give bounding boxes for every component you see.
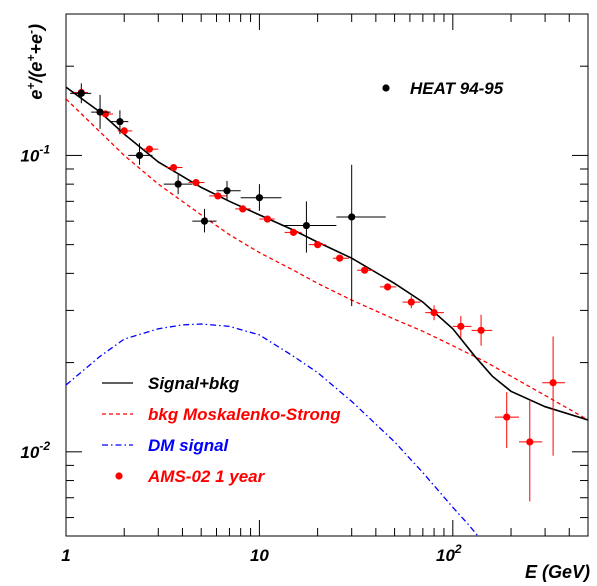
legend-entry: AMS-02 1 year — [115, 467, 266, 486]
x-tick-label: 1 — [61, 546, 70, 565]
data-point-heat-94-95 — [163, 174, 193, 195]
data-point-heat-94-95 — [336, 164, 386, 307]
legend-label: Signal+bkg — [148, 374, 240, 393]
data-point-heat-94-95 — [281, 201, 337, 253]
data-point-ams-02-1-year — [494, 392, 520, 449]
data-point-ams-02-1-year — [471, 314, 493, 346]
data-point-heat-94-95 — [128, 143, 153, 165]
data-point-ams-02-1-year — [452, 316, 472, 338]
y-tick-label: 10-1 — [20, 142, 50, 165]
legend-entry: bkg Moskalenko-Strong — [102, 405, 341, 424]
data-point-heat-94-95 — [70, 83, 92, 104]
data-point-heat-94-95 — [216, 180, 241, 200]
legend-label: AMS-02 1 year — [147, 467, 266, 486]
legend: Signal+bkg bkg Moskalenko-Strong DM signal… — [102, 374, 341, 486]
data-point-ams-02-1-year — [259, 215, 275, 223]
heat-legend-marker — [382, 84, 390, 92]
y-axis-title: e+/(e++e-) — [24, 24, 46, 100]
x-tick-label: 102 — [436, 542, 462, 565]
data-point-ams-02-1-year — [235, 205, 251, 213]
legend-entry: Signal+bkg — [102, 374, 240, 393]
y-tick-label: 10-2 — [20, 439, 50, 462]
data-point-ams-02-1-year — [402, 296, 421, 309]
data-point-ams-02-1-year — [308, 241, 326, 249]
data-point-ams-02-1-year — [542, 336, 565, 456]
legend-entry: DM signal — [102, 436, 230, 455]
data-point-ams-02-1-year — [209, 192, 228, 200]
data-point-ams-02-1-year — [519, 399, 543, 502]
data-point-heat-94-95 — [110, 110, 129, 135]
data-point-heat-94-95 — [240, 184, 282, 211]
data-point-ams-02-1-year — [284, 228, 302, 236]
tick-labels: 1 10 102 10-2 10-1 — [20, 142, 462, 565]
series-line-dm-signal — [66, 323, 479, 536]
data-point-ams-02-1-year — [379, 283, 397, 291]
x-tick-label: 10 — [250, 546, 269, 565]
legend-label: DM signal — [148, 436, 230, 455]
series-layer — [66, 83, 588, 536]
heat-legend-label: HEAT 94-95 — [410, 79, 504, 98]
data-point-ams-02-1-year — [357, 266, 374, 274]
data-point-heat-94-95 — [91, 94, 111, 129]
data-point-ams-02-1-year — [425, 305, 444, 321]
axis-ticks — [65, 14, 589, 536]
data-point-ams-02-1-year — [332, 254, 349, 262]
legend-label: bkg Moskalenko-Strong — [148, 405, 341, 424]
series-line-signal-bkg — [66, 86, 588, 421]
data-point-ams-02-1-year — [142, 145, 159, 153]
plot-area — [65, 13, 589, 537]
data-point-ams-02-1-year — [166, 163, 183, 172]
x-axis-title: E (GeV) — [525, 562, 590, 582]
heat-legend: HEAT 94-95 — [382, 79, 504, 98]
data-point-ams-02-1-year — [188, 178, 205, 187]
data-point-heat-94-95 — [192, 208, 217, 233]
